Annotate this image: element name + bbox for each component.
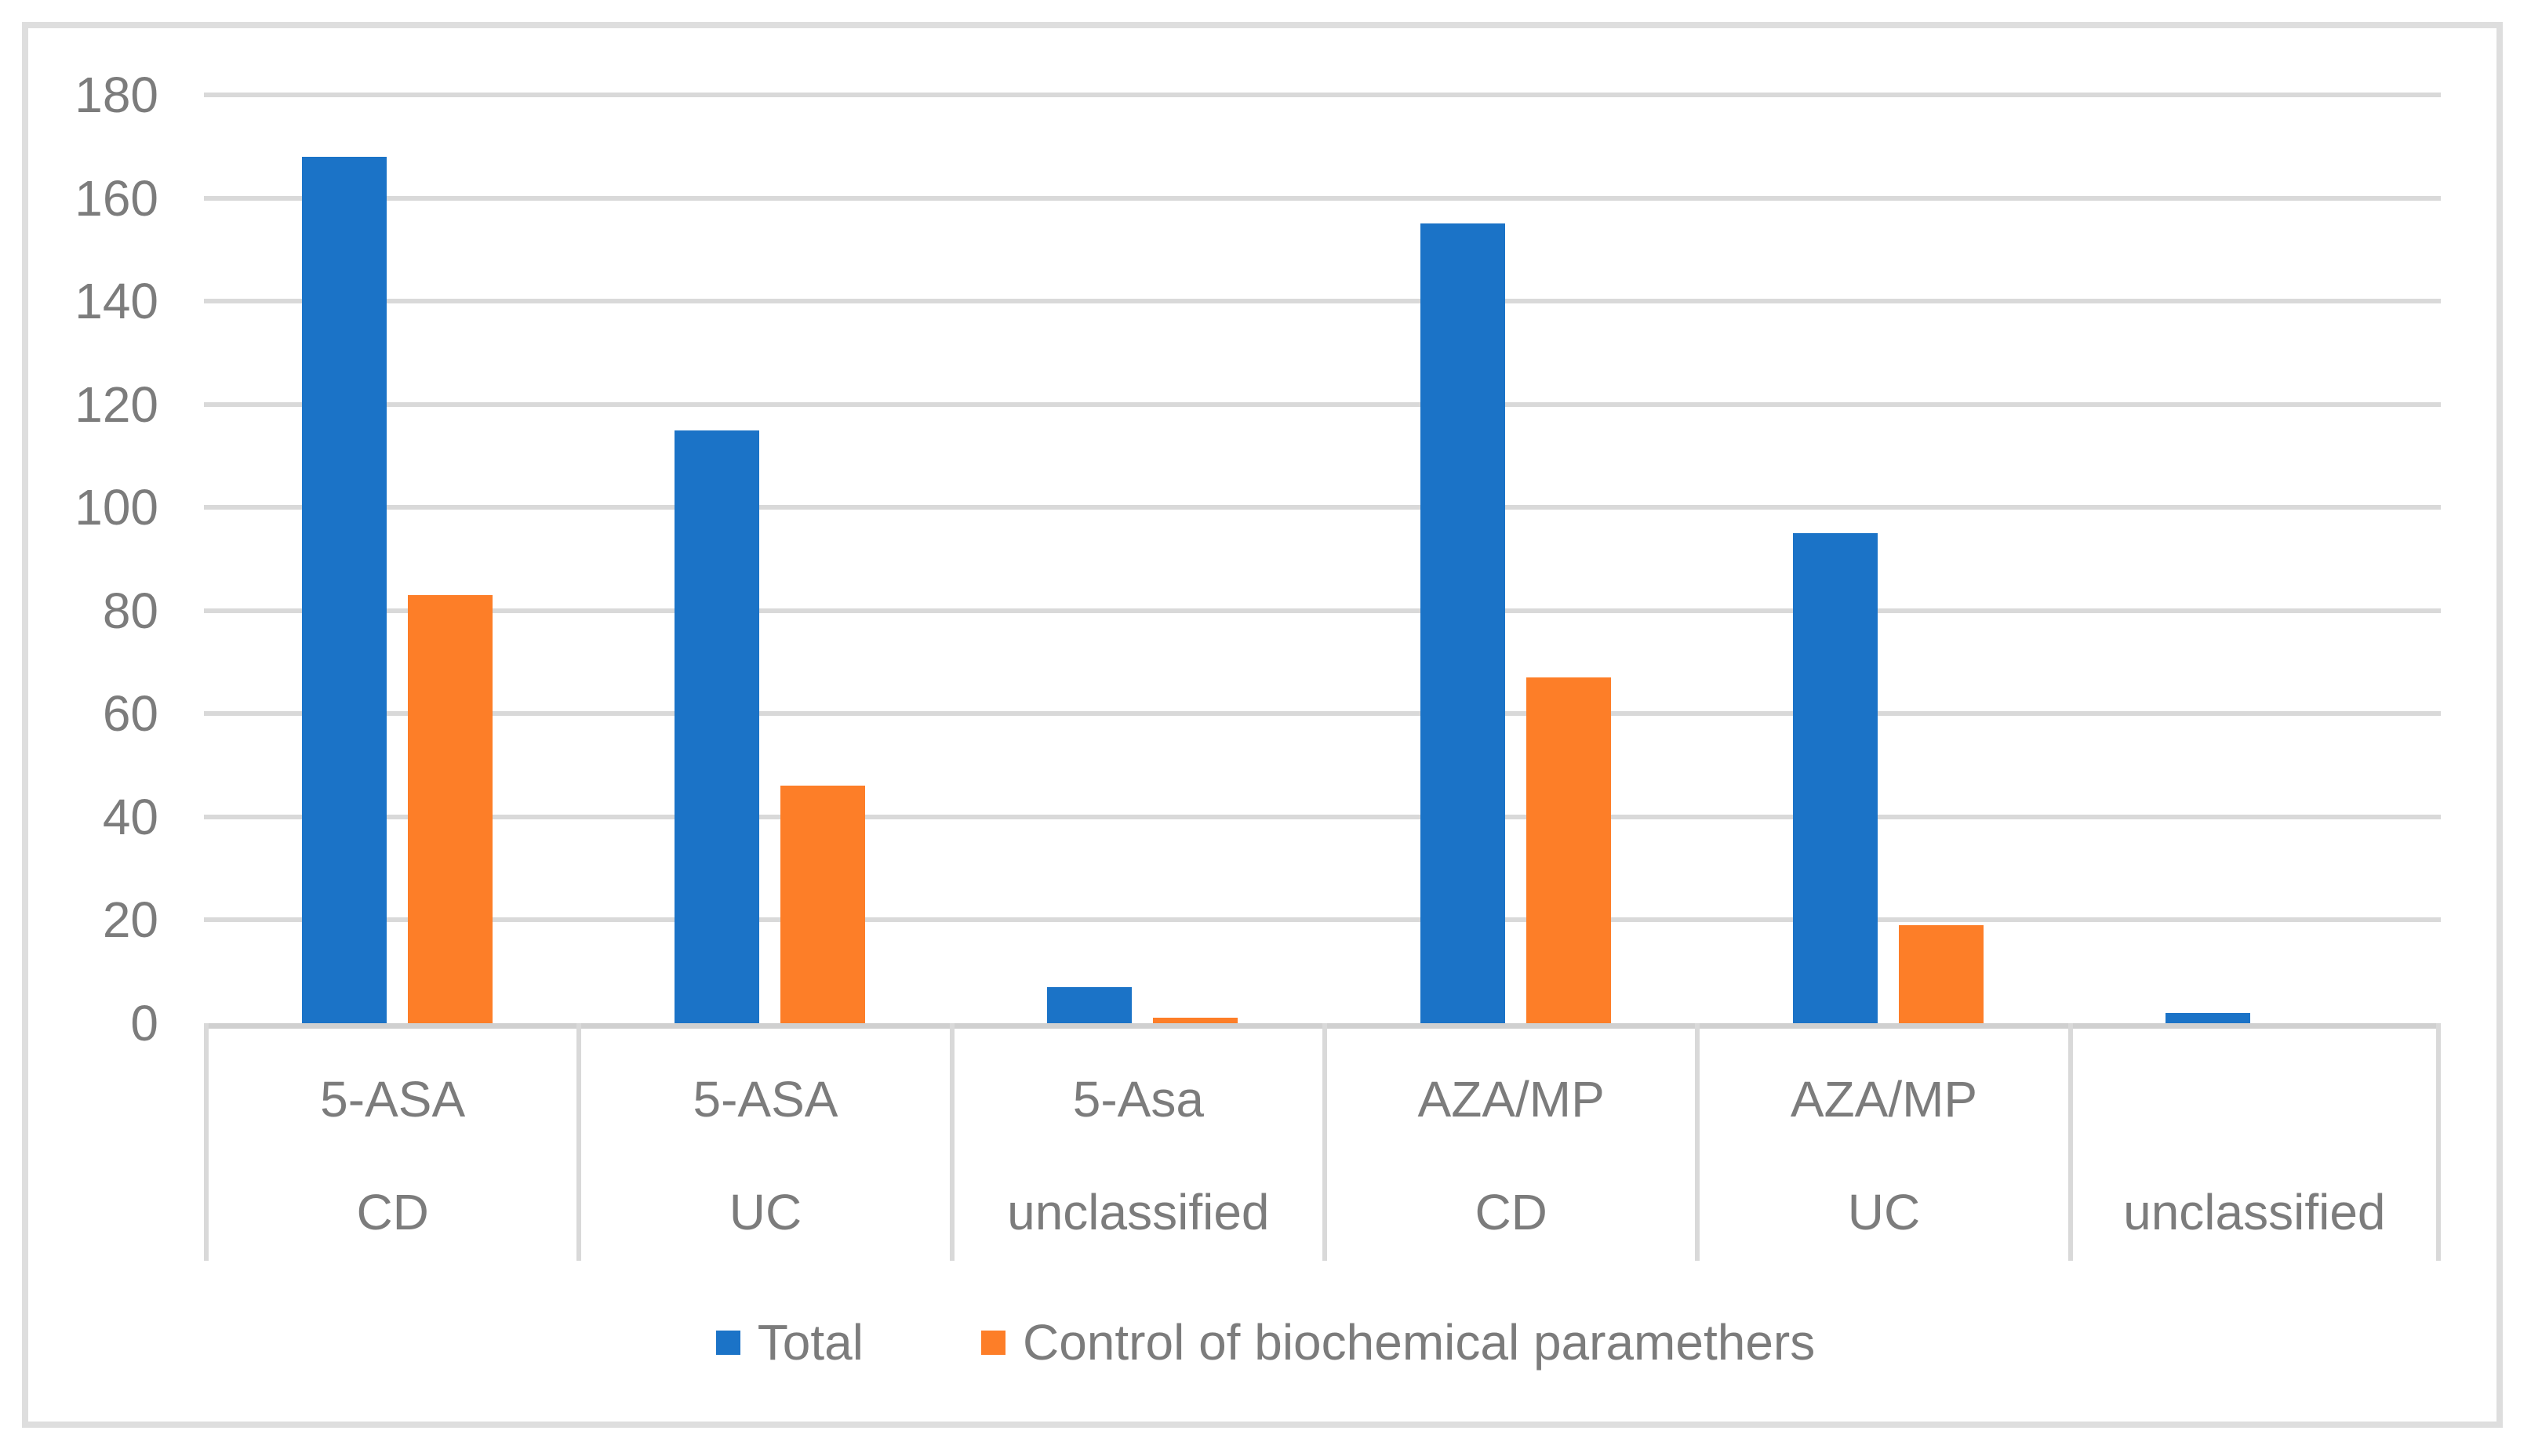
bar-control-cat4	[1526, 677, 1611, 1023]
y-axis-tick-label: 160	[75, 169, 158, 227]
bar-control-cat5	[1899, 925, 1984, 1023]
legend-item-control: Control of biochemical paramethers	[980, 1313, 1816, 1371]
bar-control-cat3	[1153, 1018, 1238, 1023]
legend: Total Control of biochemical paramethers	[0, 1295, 2531, 1389]
y-axis-tick-label: 140	[75, 273, 158, 330]
y-axis-tick-label: 0	[130, 995, 158, 1051]
gridline	[204, 195, 2441, 201]
category-label-line1	[2073, 1064, 2436, 1135]
category-label-line2: CD	[1475, 1184, 1547, 1240]
category-label-line1: AZA/MP	[1417, 1071, 1605, 1127]
category-cell: AZA/MP CD	[1322, 1023, 1695, 1261]
category-label-line2: CD	[356, 1184, 429, 1240]
bar-control-cat2	[780, 786, 865, 1023]
y-axis-tick-label: 100	[75, 479, 158, 536]
y-axis-tick-label: 60	[102, 685, 158, 743]
legend-item-total: Total	[715, 1313, 864, 1371]
gridline	[204, 401, 2441, 407]
category-label-line1: 5-Asa	[1072, 1071, 1204, 1127]
legend-swatch-control	[980, 1330, 1005, 1355]
category-label-line1: AZA/MP	[1790, 1071, 1978, 1127]
category-cell: AZA/MP UC	[1695, 1023, 2067, 1261]
bar-total-cat1	[302, 157, 387, 1023]
gridline	[204, 505, 2441, 510]
gridline	[204, 608, 2441, 613]
bar-total-cat4	[1420, 223, 1505, 1023]
y-axis-tick-label: 120	[75, 376, 158, 433]
category-label-line1: 5-ASA	[320, 1071, 466, 1127]
gridline	[204, 917, 2441, 923]
gridline	[204, 299, 2441, 304]
y-axis-tick-label: 40	[102, 788, 158, 845]
category-label-line2: unclassified	[2123, 1184, 2386, 1240]
category-cell: 5-ASA UC	[576, 1023, 949, 1261]
y-axis-tick-label: 20	[102, 891, 158, 949]
legend-swatch-total	[715, 1330, 740, 1355]
y-axis-tick-label: 80	[102, 582, 158, 639]
category-label-line1: 5-ASA	[693, 1071, 838, 1127]
bar-total-cat3	[1047, 987, 1132, 1023]
legend-label-control: Control of biochemical paramethers	[1022, 1314, 1816, 1371]
legend-label-total: Total	[757, 1314, 864, 1371]
gridline	[204, 93, 2441, 97]
category-label-line2: unclassified	[1007, 1184, 1270, 1240]
gridline	[204, 711, 2441, 717]
bar-total-cat6	[2166, 1013, 2250, 1023]
bar-control-cat1	[408, 595, 493, 1023]
category-cell: unclassified	[2067, 1023, 2441, 1261]
bar-total-cat2	[675, 430, 759, 1023]
gridline	[204, 814, 2441, 819]
y-axis-tick-label: 180	[75, 67, 158, 123]
category-label-line2: UC	[729, 1184, 802, 1240]
category-label-line2: UC	[1847, 1184, 1921, 1240]
category-cell: 5-Asa unclassified	[949, 1023, 1322, 1261]
category-cell: 5-ASA CD	[204, 1023, 576, 1261]
bar-total-cat5	[1793, 533, 1878, 1023]
